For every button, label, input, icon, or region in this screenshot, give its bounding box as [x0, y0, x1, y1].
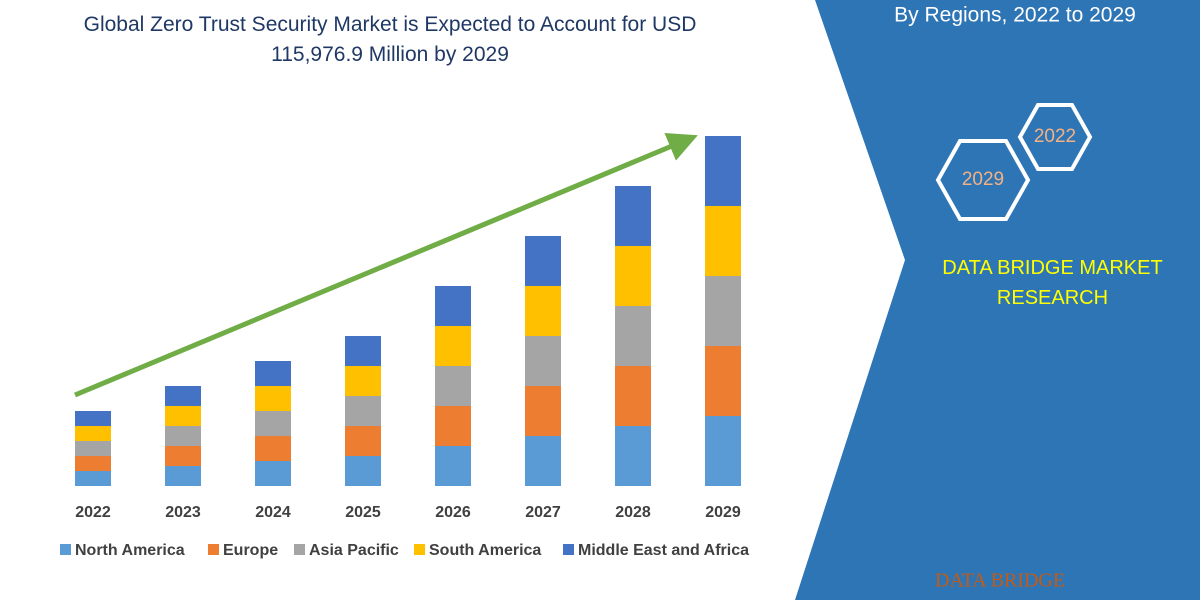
hexagon	[1017, 103, 1093, 171]
bar-segment	[615, 426, 651, 486]
legend-label: Middle East and Africa	[578, 542, 749, 559]
hexagon	[935, 139, 1031, 221]
bar-segment	[345, 336, 381, 366]
bar-segment	[705, 416, 741, 486]
chart-title: Global Zero Trust Security Market is Exp…	[83, 13, 697, 66]
legend-label: Asia Pacific	[309, 542, 399, 559]
bar-segment	[615, 366, 651, 426]
bar-segment	[435, 446, 471, 486]
panel-subtitle: By Regions, 2022 to 2029	[894, 4, 1136, 27]
bar-segment	[525, 436, 561, 486]
bar-segment	[525, 236, 561, 286]
bar-segment	[165, 406, 201, 426]
bar-segment	[165, 386, 201, 406]
bar-segment	[75, 471, 111, 486]
bar-segment	[525, 386, 561, 436]
bar-segment	[615, 246, 651, 306]
brand: DATA BRIDGE MARKET RESEARCH	[942, 257, 1163, 309]
bar-segment	[435, 366, 471, 406]
legend-swatch	[294, 544, 305, 555]
x-tick-label: 2027	[525, 504, 561, 521]
legend-label: North America	[75, 542, 185, 559]
bar-segment	[705, 206, 741, 276]
bar-segment	[75, 456, 111, 471]
bar-segment	[255, 411, 291, 436]
bar-segment	[255, 436, 291, 461]
bar-segment	[435, 406, 471, 446]
side-panel	[795, 0, 1200, 600]
x-tick-label: 2026	[435, 504, 471, 521]
bar-segment	[525, 336, 561, 386]
bar-segment	[75, 441, 111, 456]
logo-text: DATA BRIDGE	[935, 570, 1065, 592]
bar-segment	[615, 306, 651, 366]
bar-segment	[255, 461, 291, 486]
x-tick-label: 2024	[255, 504, 291, 521]
bar-segment	[345, 426, 381, 456]
bar-segment	[525, 286, 561, 336]
bar-segment	[165, 426, 201, 446]
bar-segment	[165, 466, 201, 486]
bar-segment	[75, 411, 111, 426]
bar-segment	[255, 361, 291, 386]
bar-segment	[705, 346, 741, 416]
plot: 2022 2023 2024 2025 2026 2027 2028 2029 North Am…	[60, 136, 749, 559]
trend-arrow	[74, 132, 698, 398]
badge: 2022	[1034, 126, 1076, 147]
legend-swatch	[60, 544, 71, 555]
bar-segment	[615, 186, 651, 246]
x-tick-label: 2029	[705, 504, 741, 521]
bar-segment	[705, 276, 741, 346]
legend-label: South America	[429, 542, 541, 559]
legend-label: Europe	[223, 542, 278, 559]
x-tick-label: 2022	[75, 504, 111, 521]
bar-segment	[345, 366, 381, 396]
x-tick-label: 2025	[345, 504, 381, 521]
badge: 2029	[962, 169, 1004, 190]
bar-segment	[165, 446, 201, 466]
legend-swatch	[414, 544, 425, 555]
bar-segment	[345, 456, 381, 486]
bar-segment	[435, 326, 471, 366]
bar-segment	[435, 286, 471, 326]
x-tick-label: 2028	[615, 504, 651, 521]
x-tick-label: 2023	[165, 504, 201, 521]
legend-swatch	[208, 544, 219, 555]
bar-segment	[75, 426, 111, 441]
bar-segment	[345, 396, 381, 426]
legend-swatch	[563, 544, 574, 555]
bar-segment	[705, 136, 741, 206]
bar-segment	[255, 386, 291, 411]
